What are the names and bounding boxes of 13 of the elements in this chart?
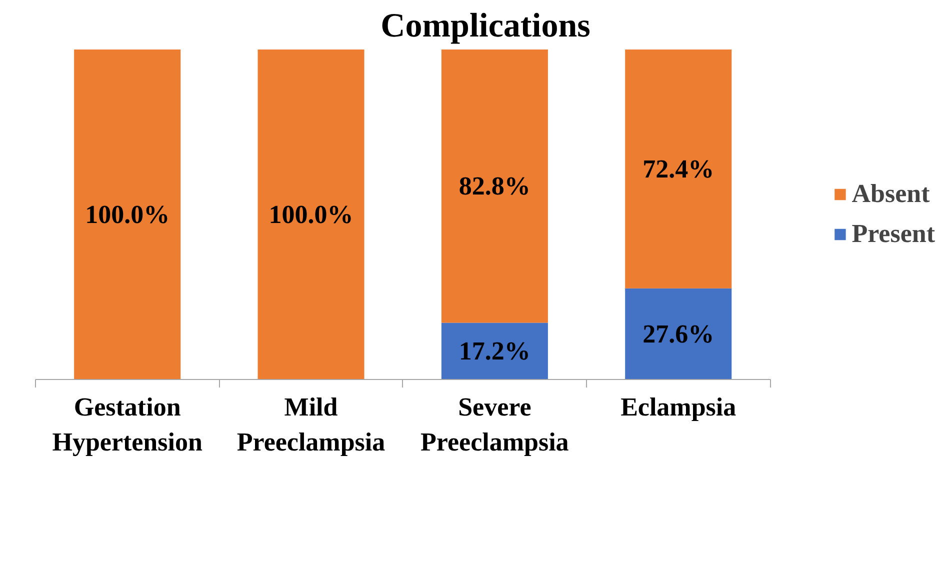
data-label: 100.0% bbox=[268, 200, 354, 229]
x-tick-label: Mild Preeclampsia bbox=[236, 392, 386, 456]
legend-label: Present bbox=[852, 219, 935, 249]
data-label: 82.8% bbox=[458, 172, 530, 201]
data-label: 27.6% bbox=[642, 319, 714, 348]
data-label: 72.4% bbox=[642, 154, 714, 184]
data-label: 100.0% bbox=[85, 200, 170, 229]
data-label: 17.2% bbox=[458, 336, 530, 366]
x-tick-label: Eclampsia bbox=[620, 392, 736, 422]
chart-title: Complications bbox=[380, 8, 590, 44]
x-tick-label: Gestation Hypertension bbox=[52, 392, 203, 456]
x-tick-label: Severe Preeclampsia bbox=[420, 392, 569, 456]
legend-label: Absent bbox=[852, 179, 930, 209]
